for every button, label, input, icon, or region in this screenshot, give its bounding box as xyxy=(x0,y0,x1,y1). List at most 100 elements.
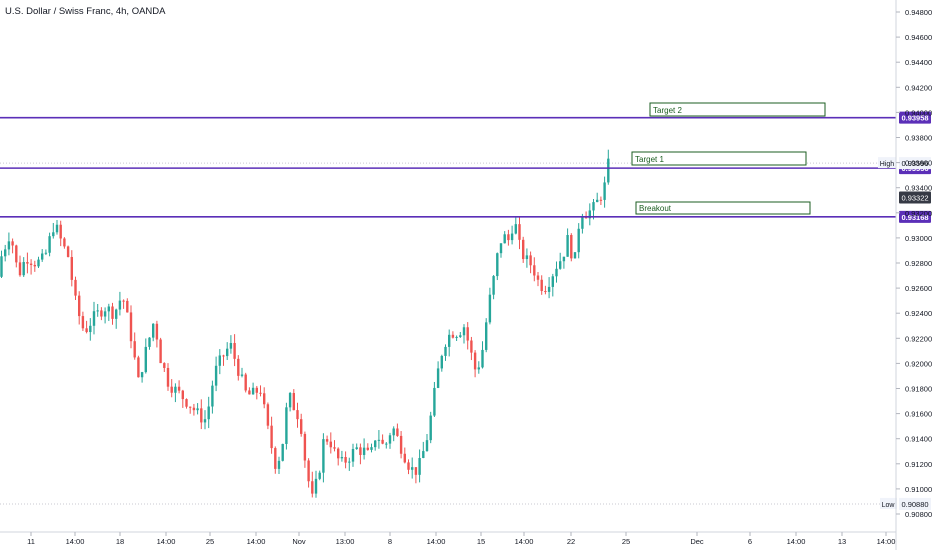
candle xyxy=(547,286,551,292)
candle xyxy=(566,235,569,257)
candle xyxy=(59,224,62,239)
y-tick-label: 0.90800 xyxy=(905,510,932,519)
candle xyxy=(507,234,510,241)
x-tick-label: 8 xyxy=(388,537,392,546)
x-tick-label: Dec xyxy=(690,537,704,546)
candle xyxy=(403,453,406,463)
candle xyxy=(470,340,473,353)
candle xyxy=(15,245,18,263)
candle xyxy=(581,216,584,229)
candle xyxy=(407,462,410,470)
x-tick-label: 18 xyxy=(116,537,124,546)
candle xyxy=(536,275,540,280)
candle xyxy=(192,407,196,411)
candle xyxy=(166,367,170,387)
candle xyxy=(411,467,414,470)
candle xyxy=(481,349,484,368)
candle xyxy=(22,262,25,276)
candle xyxy=(122,300,125,302)
candle xyxy=(440,355,443,369)
y-tick-label: 0.92800 xyxy=(905,259,932,268)
y-tick-label: 0.94400 xyxy=(905,58,932,67)
candle xyxy=(359,447,362,455)
candle xyxy=(118,300,122,310)
candle xyxy=(11,241,14,246)
candle xyxy=(525,255,529,260)
candle xyxy=(318,472,321,479)
target-1-box[interactable] xyxy=(631,151,807,166)
candle xyxy=(596,199,599,203)
candle xyxy=(329,441,332,448)
y-tick-label: 0.91200 xyxy=(905,460,932,469)
candle xyxy=(55,224,59,233)
candle xyxy=(588,210,591,219)
candle xyxy=(510,233,514,241)
candle xyxy=(26,262,29,264)
candle xyxy=(488,294,492,323)
low-label: Low xyxy=(882,502,896,509)
candle xyxy=(155,323,159,340)
candle xyxy=(555,268,558,277)
candle xyxy=(266,404,270,426)
candle xyxy=(311,481,314,494)
y-tick-label: 0.93000 xyxy=(905,234,932,243)
candle xyxy=(259,392,262,394)
candle xyxy=(263,393,266,405)
candle xyxy=(37,259,40,267)
candle xyxy=(351,449,355,462)
candle xyxy=(603,182,606,200)
candle xyxy=(577,228,580,253)
candle xyxy=(92,311,96,326)
y-tick-label: 0.91600 xyxy=(905,410,932,419)
candle xyxy=(592,202,595,211)
breakout-box-label: Breakout xyxy=(639,204,672,213)
candle xyxy=(33,264,36,267)
candle xyxy=(129,312,133,342)
candle xyxy=(473,352,477,370)
candle xyxy=(237,358,240,376)
candle xyxy=(251,387,255,395)
candle xyxy=(248,390,251,395)
breakout-box[interactable] xyxy=(635,201,811,215)
y-tick-label: 0.91000 xyxy=(905,485,932,494)
candle xyxy=(285,407,288,444)
candle xyxy=(385,443,388,445)
x-tick-label: 6 xyxy=(748,537,752,546)
x-tick-label: 22 xyxy=(567,537,575,546)
candle xyxy=(189,406,192,408)
candle xyxy=(81,316,85,329)
candle xyxy=(522,239,525,260)
symbol-title: U.S. Dollar / Swiss Franc, 4h, OANDA xyxy=(5,6,166,17)
candle xyxy=(177,386,181,391)
x-tick-label: 25 xyxy=(622,537,630,546)
candle xyxy=(370,447,373,450)
candle xyxy=(325,439,329,442)
level-price-badge xyxy=(899,210,931,223)
candle xyxy=(70,256,73,280)
candle xyxy=(244,374,247,391)
candle xyxy=(85,328,88,333)
candle xyxy=(551,276,554,287)
candle xyxy=(78,295,81,317)
candle xyxy=(559,261,562,269)
low-price-text: 0.90880 xyxy=(901,500,928,509)
candle xyxy=(303,433,307,461)
candle xyxy=(200,408,203,423)
candle xyxy=(448,334,451,347)
candle xyxy=(270,425,273,449)
candle xyxy=(103,311,107,317)
candle xyxy=(300,419,303,434)
candle xyxy=(255,387,258,393)
candle xyxy=(433,387,436,416)
candle xyxy=(4,249,7,257)
target-2-box[interactable] xyxy=(649,102,826,117)
y-tick-label: 0.92200 xyxy=(905,334,932,343)
candle xyxy=(399,435,403,454)
candle xyxy=(0,256,3,277)
candle xyxy=(18,262,22,276)
candle xyxy=(159,339,162,364)
candle xyxy=(222,355,225,357)
candle xyxy=(381,439,384,444)
candle xyxy=(115,309,118,319)
